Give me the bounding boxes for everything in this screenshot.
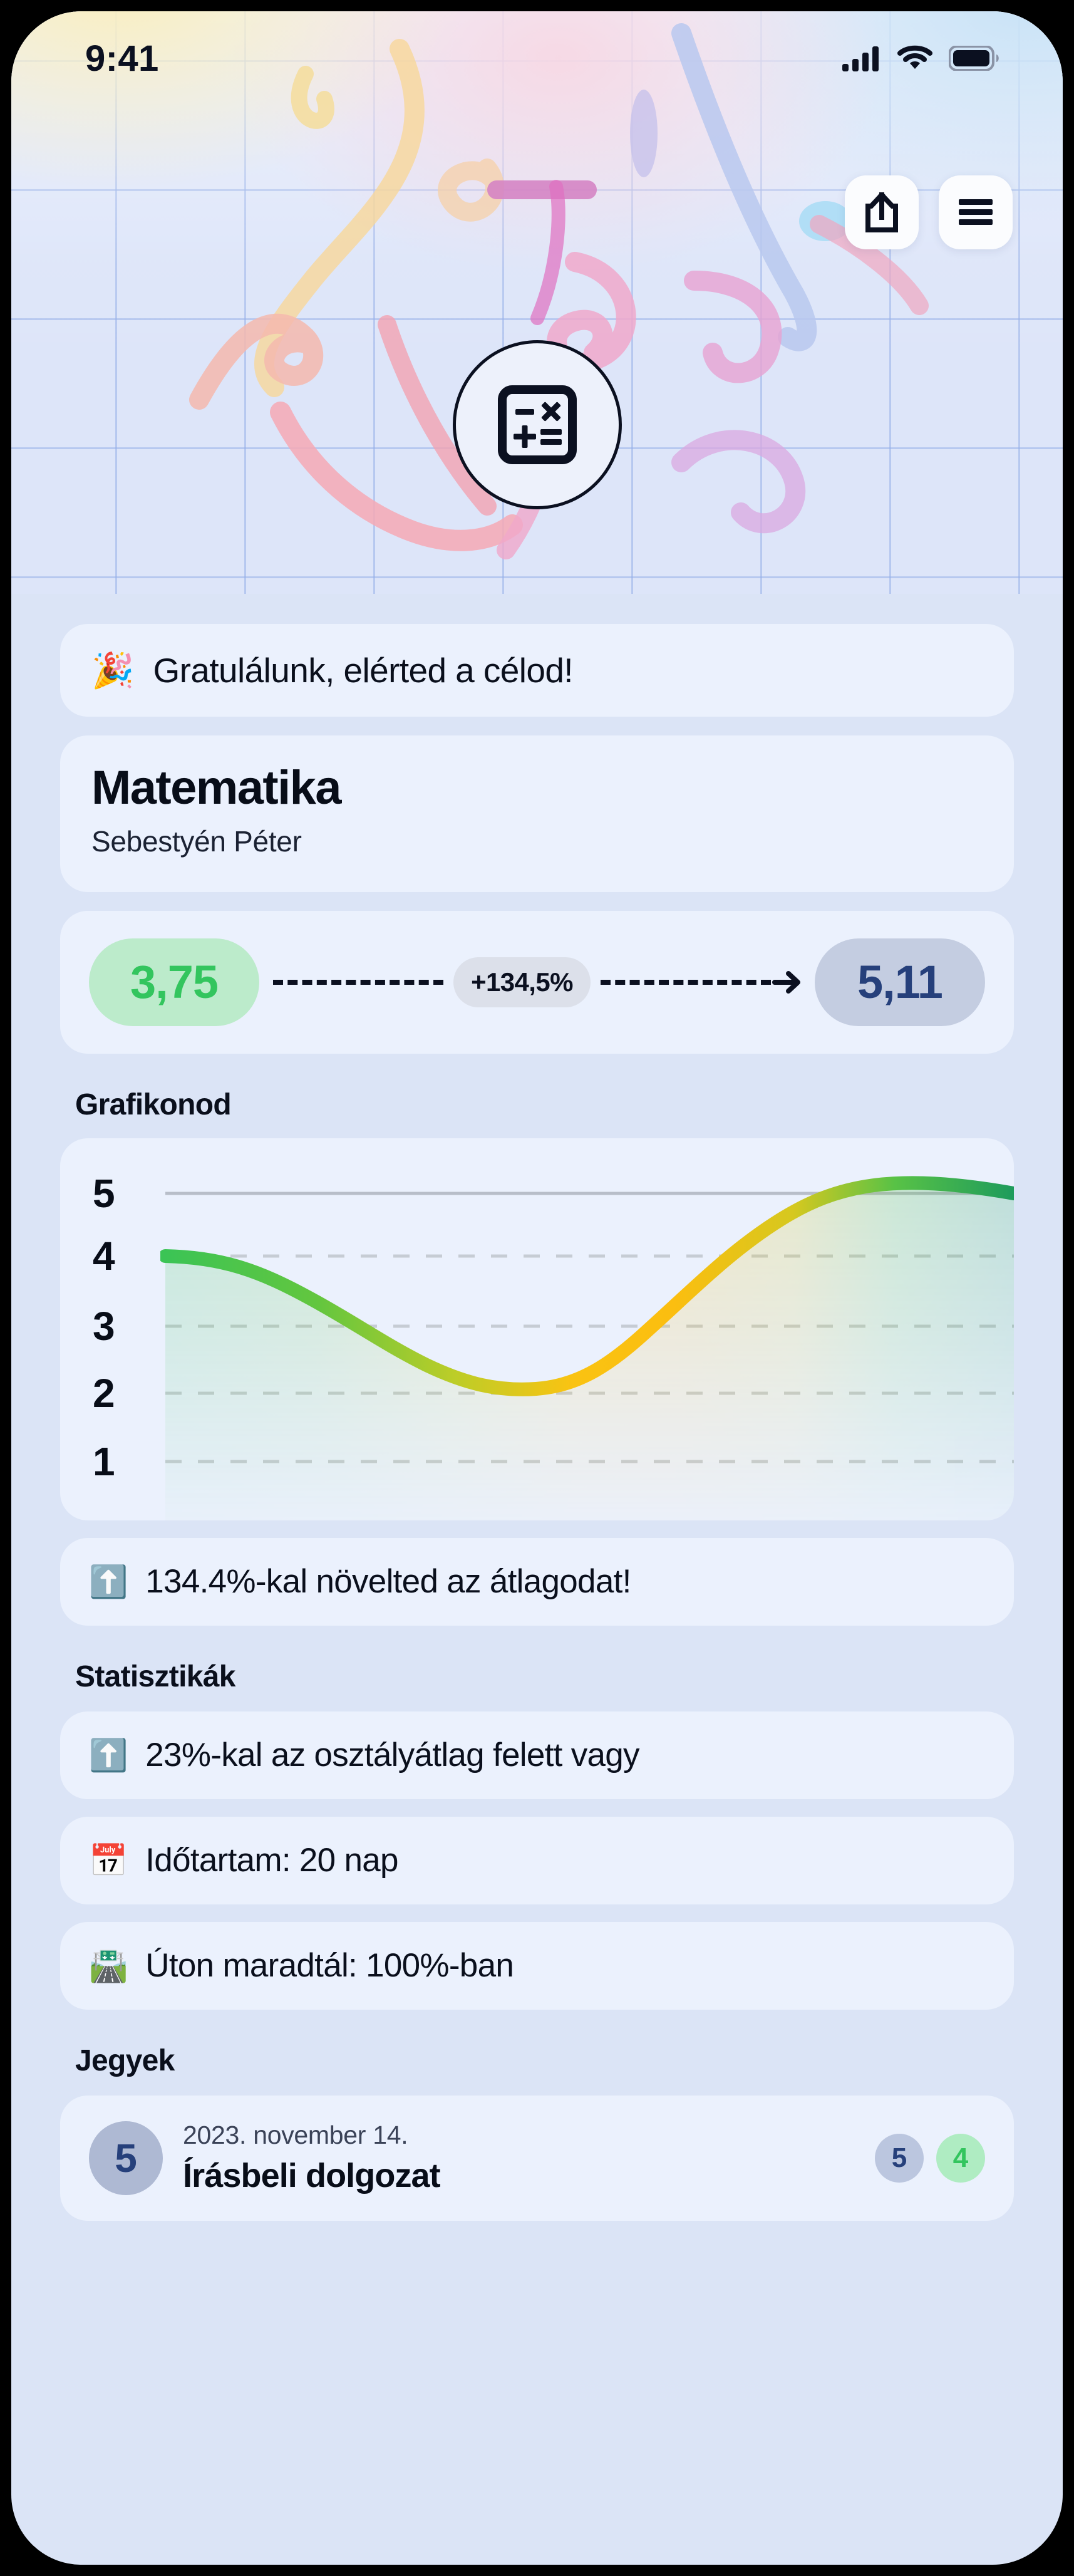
average-to-pill: 5,11 bbox=[815, 938, 985, 1026]
battery-icon bbox=[949, 46, 999, 71]
cellular-signal-icon bbox=[842, 46, 879, 71]
grade-badge-average: 4 bbox=[936, 2133, 985, 2183]
header-actions bbox=[845, 175, 1013, 249]
chart-line bbox=[160, 1176, 1014, 1396]
chart-y-axis-labels: 5 4 3 2 1 bbox=[93, 1171, 115, 1484]
subject-name: Matematika bbox=[91, 761, 342, 814]
menu-button[interactable] bbox=[939, 175, 1013, 249]
delta-badge: +134,5% bbox=[453, 957, 591, 1007]
share-icon bbox=[865, 192, 898, 232]
party-popper-icon: 🎉 bbox=[91, 650, 135, 690]
svg-text:3: 3 bbox=[93, 1304, 115, 1349]
average-chart[interactable]: 5 4 3 2 1 bbox=[60, 1138, 1014, 1520]
stat-label: Úton maradtál: 100%-ban bbox=[145, 1947, 514, 1985]
dash-segment-right bbox=[600, 979, 771, 985]
stat-row-on-track: 🛣️ Úton maradtál: 100%-ban bbox=[60, 1921, 1014, 2010]
grade-badges: 5 4 bbox=[875, 2133, 985, 2183]
hero-header: 9:41 bbox=[11, 11, 1063, 594]
chart-section-title: Grafikonod bbox=[75, 1088, 232, 1121]
status-icons bbox=[842, 45, 1000, 71]
subject-avatar bbox=[452, 340, 622, 509]
subject-card: Matematika Sebestyén Péter bbox=[60, 735, 1014, 892]
chart-area-fill bbox=[165, 1183, 1014, 1520]
stat-row-class-average: ⬆️ 23%-kal az osztályátlag felett vagy bbox=[60, 1711, 1014, 1799]
goal-banner-text: Gratulálunk, elérted a célod! bbox=[153, 651, 573, 690]
progress-arrow: +134,5% bbox=[259, 957, 815, 1007]
highlight-text: 134.4%-kal növelted az átlagodat! bbox=[145, 1563, 631, 1601]
average-chart-svg: 5 4 3 2 1 bbox=[93, 1171, 1014, 1520]
content-area: 🎉 Gratulálunk, elérted a célod! Matemati… bbox=[11, 624, 1063, 2246]
grade-title: Írásbeli dolgozat bbox=[183, 2157, 441, 2195]
highlight-row: ⬆️ 134.4%-kal növelted az átlagodat! bbox=[60, 1537, 1014, 1626]
stat-label: 23%-kal az osztályátlag felett vagy bbox=[145, 1737, 639, 1774]
up-arrow-icon: ⬆️ bbox=[89, 1737, 128, 1773]
progress-card: 3,75 +134,5% 5,11 bbox=[60, 910, 1014, 1054]
svg-text:1: 1 bbox=[93, 1439, 115, 1484]
stats-section-title: Statisztikák bbox=[75, 1659, 235, 1693]
svg-text:4: 4 bbox=[93, 1233, 115, 1279]
svg-text:5: 5 bbox=[93, 1171, 115, 1216]
subject-teacher: Sebestyén Péter bbox=[91, 824, 302, 858]
wifi-icon bbox=[897, 45, 932, 69]
stat-label: Időtartam: 20 nap bbox=[145, 1842, 398, 1879]
motorway-icon: 🛣️ bbox=[89, 1948, 128, 1983]
svg-text:2: 2 bbox=[93, 1371, 115, 1416]
calendar-icon: 📅 bbox=[89, 1842, 128, 1878]
grade-texts: 2023. november 14. Írásbeli dolgozat bbox=[183, 2121, 855, 2195]
grade-value-circle: 5 bbox=[89, 2121, 163, 2195]
arrow-head-icon bbox=[772, 970, 800, 994]
share-button[interactable] bbox=[845, 175, 919, 249]
stat-row-duration: 📅 Időtartam: 20 nap bbox=[60, 1816, 1014, 1904]
grade-list-item[interactable]: 5 2023. november 14. Írásbeli dolgozat 5… bbox=[60, 2095, 1014, 2221]
goal-banner: 🎉 Gratulálunk, elérted a célod! bbox=[60, 624, 1014, 717]
up-arrow-icon: ⬆️ bbox=[89, 1564, 128, 1599]
math-operations-icon bbox=[497, 385, 577, 464]
dash-segment-left bbox=[273, 979, 444, 985]
app-screen: 9:41 bbox=[11, 11, 1063, 2565]
grade-date: 2023. november 14. bbox=[183, 2121, 408, 2150]
average-from-pill: 3,75 bbox=[89, 938, 259, 1026]
grade-badge-actual: 5 bbox=[875, 2133, 924, 2183]
status-time: 9:41 bbox=[85, 38, 159, 79]
status-bar: 9:41 bbox=[11, 11, 1063, 105]
hamburger-menu-icon bbox=[959, 199, 993, 225]
grades-section-title: Jegyek bbox=[75, 2044, 175, 2077]
